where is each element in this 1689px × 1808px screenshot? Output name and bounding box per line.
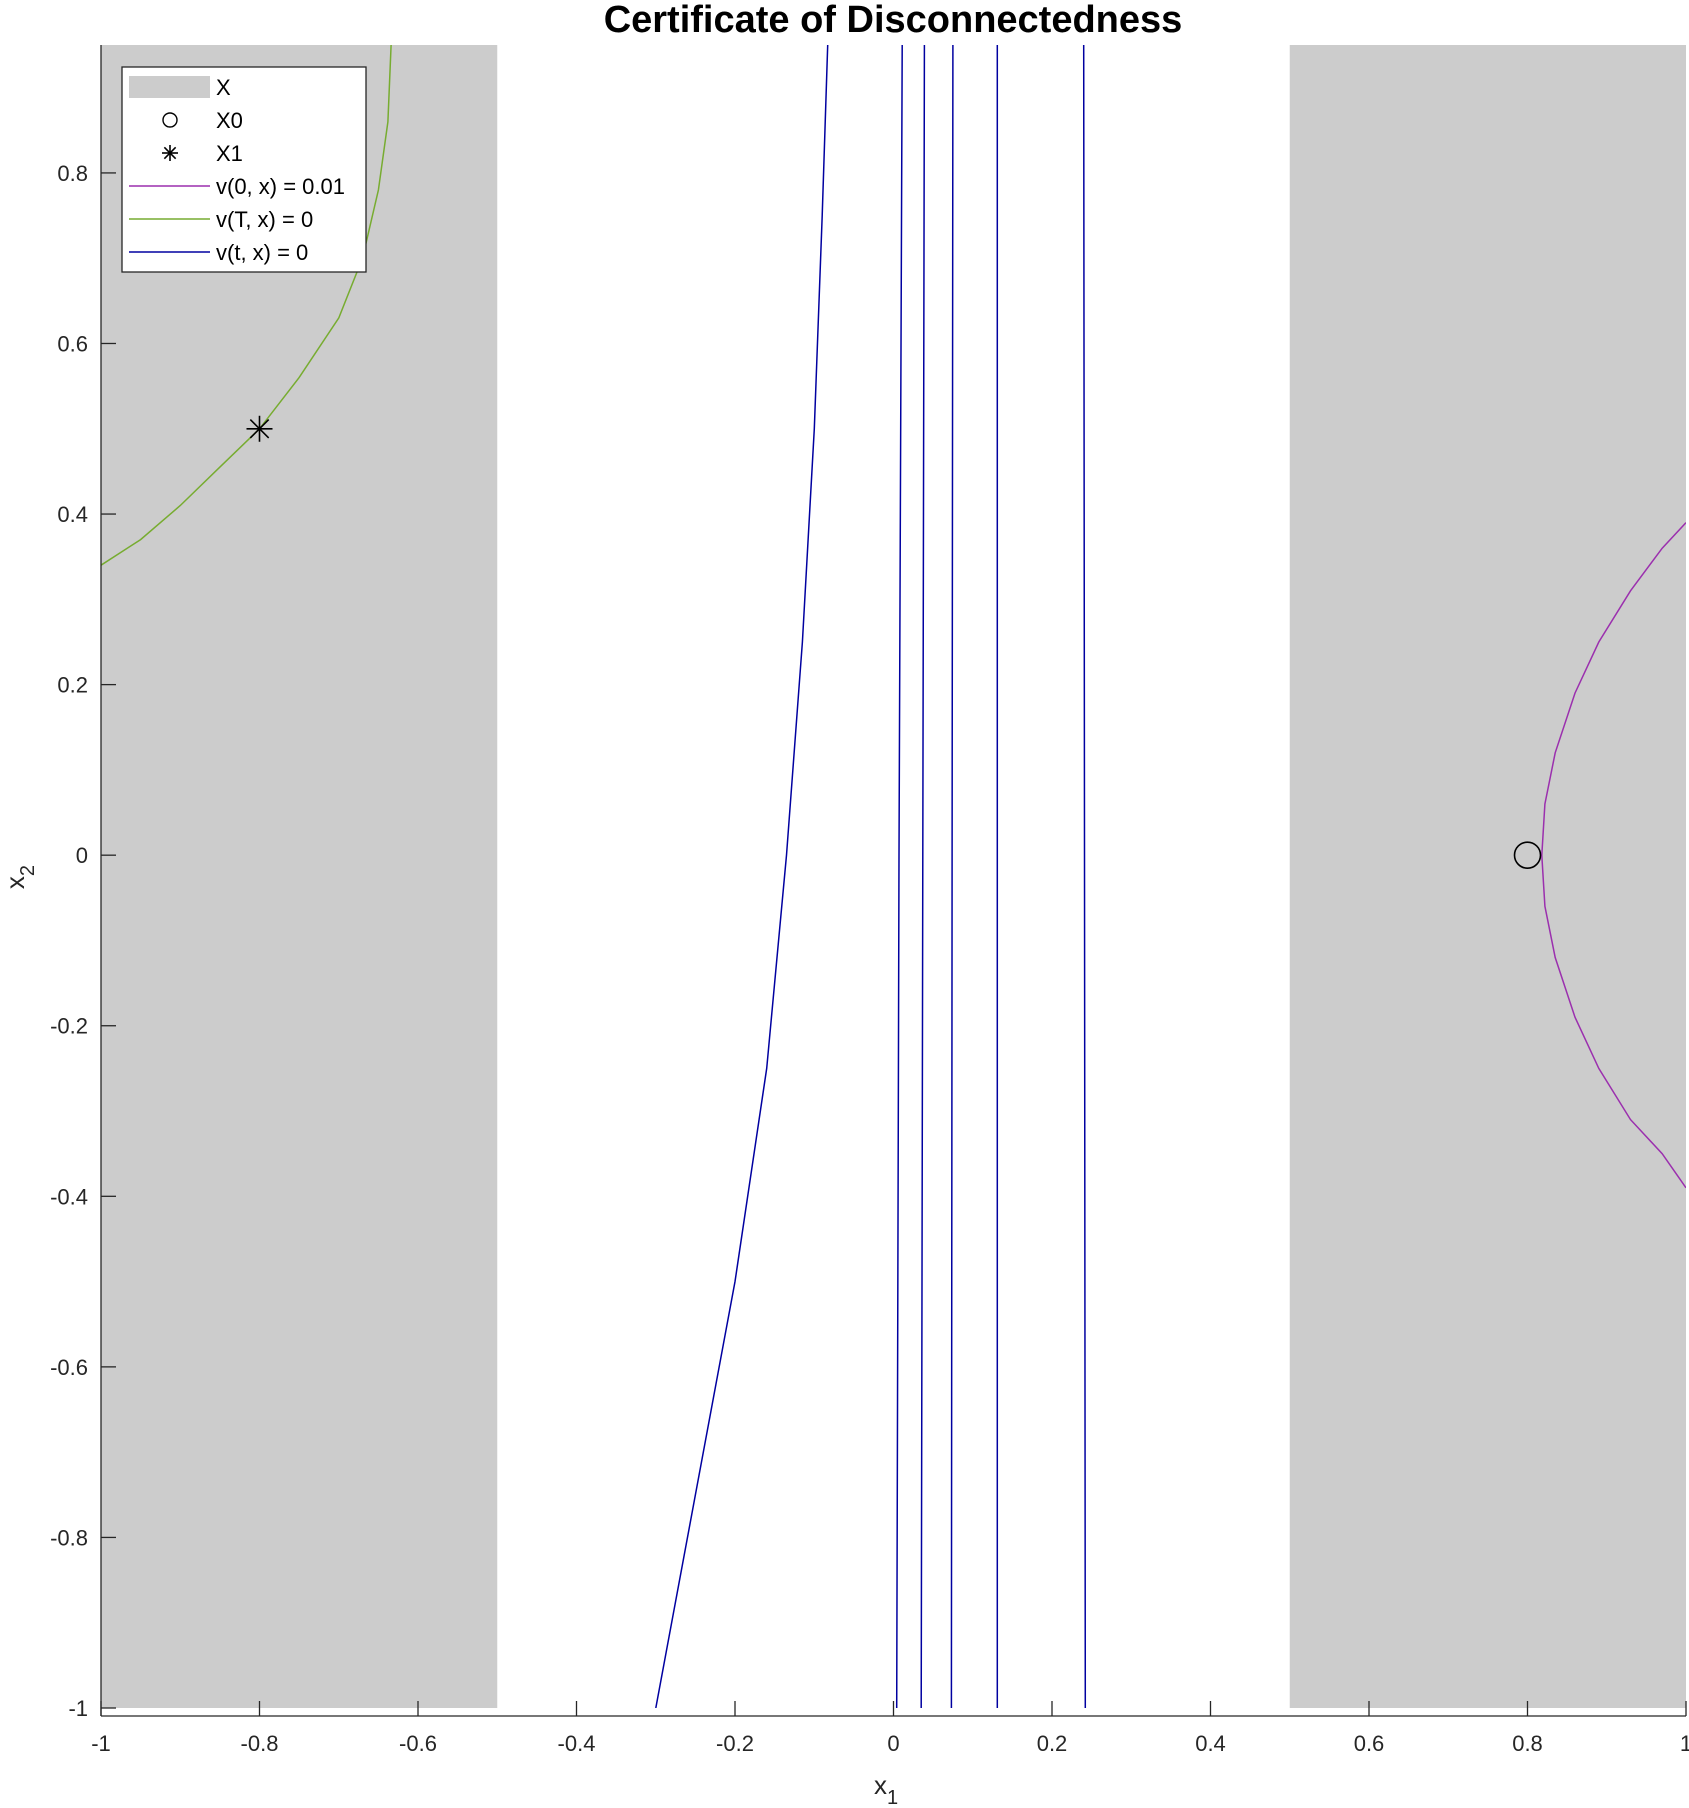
y-tick-label: 0.6 — [57, 331, 88, 356]
series-line — [101, 45, 392, 566]
x-axis-label: x1 — [874, 1770, 898, 1808]
series-line — [1541, 522, 1686, 1189]
series-line — [895, 45, 903, 1708]
y-tick-label: -0.6 — [50, 1355, 88, 1380]
region-x — [101, 45, 498, 1708]
legend: X X0 X1 v(0, x) = 0.01 v(T, x) = 0 v(t, x) = … — [121, 66, 367, 273]
legend-label: v(T, x) = 0 — [216, 207, 313, 232]
x-tick-label: 0.6 — [1354, 1731, 1385, 1756]
x-tick-label: 0.4 — [1195, 1731, 1226, 1756]
x-tick-label: -0.2 — [716, 1731, 754, 1756]
marker-x1 — [246, 415, 273, 442]
y-tick-label: -0.2 — [50, 1014, 88, 1039]
y-tick-label: 0 — [76, 843, 88, 868]
x-tick-label: -0.8 — [241, 1731, 279, 1756]
series-line — [655, 45, 829, 1708]
axes: -1 -0.8 -0.6 -0.4 -0.2 0 0.2 0.4 0.6 0.8 1 -1 -0.8 -0… — [50, 45, 1689, 1756]
region-x — [1289, 45, 1686, 1708]
legend-swatch-asterisk — [162, 145, 178, 161]
series-line — [920, 45, 926, 1708]
y-tick-label: -0.8 — [50, 1525, 88, 1550]
x-tick-label: -1 — [91, 1731, 111, 1756]
y-tick-label: 0.8 — [57, 161, 88, 186]
legend-swatch-patch — [129, 76, 210, 98]
x-tick-label: -0.4 — [558, 1731, 596, 1756]
y-tick-label: 0.2 — [57, 673, 88, 698]
legend-label: X1 — [216, 141, 243, 166]
legend-label: X — [216, 75, 231, 100]
legend-swatch-circle — [162, 112, 178, 128]
chart-title: Certificate of Disconnectedness — [604, 0, 1183, 41]
plot-area — [101, 45, 1686, 1708]
legend-label: v(0, x) = 0.01 — [216, 174, 345, 199]
y-tick-label: 0.4 — [57, 502, 88, 527]
x-tick-label: -0.6 — [399, 1731, 437, 1756]
y-tick-label: -1 — [68, 1696, 88, 1721]
x-tick-label: 0.8 — [1512, 1731, 1543, 1756]
x-tick-label: 1 — [1680, 1731, 1689, 1756]
x-tick-label: 0 — [887, 1731, 899, 1756]
y-axis-label: x2 — [0, 865, 39, 889]
series-line — [950, 45, 954, 1708]
y-tick-label: -0.4 — [50, 1184, 88, 1209]
marker-x0 — [1513, 841, 1542, 869]
legend-label: X0 — [216, 108, 243, 133]
series-line — [1082, 45, 1087, 1708]
x-tick-label: 0.2 — [1037, 1731, 1068, 1756]
legend-label: v(t, x) = 0 — [216, 240, 308, 265]
legend-box — [121, 66, 367, 273]
series-lines — [101, 45, 1686, 1708]
